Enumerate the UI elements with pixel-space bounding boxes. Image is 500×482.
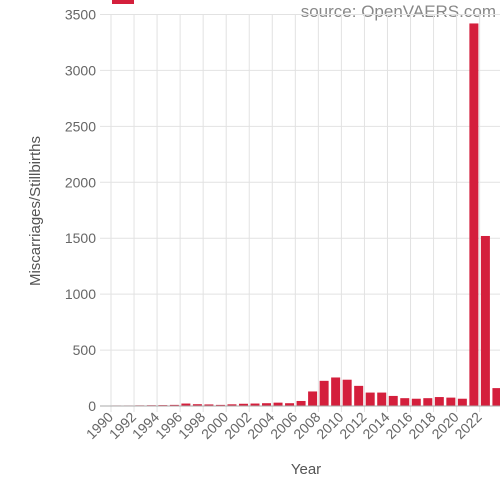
bar-1998: [204, 404, 214, 406]
x-axis-title: Year: [291, 461, 321, 478]
bar-2017: [423, 398, 433, 406]
x-axis-ticks: 1990199219941996199820002002200420062008…: [83, 409, 485, 442]
bar-series: [112, 23, 500, 407]
y-tick-label: 0: [88, 398, 96, 414]
bar-2004: [273, 402, 283, 406]
bar-1999: [215, 404, 225, 406]
bar-2000: [227, 404, 237, 406]
bar-2006: [296, 400, 306, 406]
bar-2001: [238, 403, 248, 406]
bar-2016: [411, 398, 421, 406]
bar-2007: [308, 391, 318, 406]
bar-2019: [446, 397, 456, 406]
source-label: source: OpenVAERS.com: [301, 2, 496, 21]
bar-2015: [400, 398, 410, 406]
bar-2020: [457, 398, 467, 406]
bar-2002: [250, 403, 260, 406]
y-tick-label: 1000: [65, 286, 96, 302]
bar-1997: [192, 404, 202, 406]
y-axis-title: Miscarriages/Stillbirths: [27, 136, 44, 286]
bar-2009: [331, 377, 341, 406]
bar-2023: [492, 388, 500, 406]
y-axis-ticks: 0 500 1000 1500 2000 2500 3000 3500: [65, 7, 96, 415]
bar-2003: [262, 403, 272, 406]
y-tick-label: 500: [73, 342, 97, 358]
bar-2014: [388, 395, 398, 406]
grid-lines: [100, 14, 500, 412]
legend-swatch: [112, 0, 134, 4]
bar-2008: [319, 380, 329, 406]
bar-2021: [469, 23, 479, 406]
x-tick-label: 2022: [451, 409, 484, 442]
y-tick-label: 2500: [65, 118, 96, 134]
bar-2022: [480, 235, 490, 406]
bar-2010: [342, 379, 352, 406]
bar-2013: [377, 392, 387, 406]
bar-2012: [365, 392, 375, 406]
bar-2018: [434, 397, 444, 406]
y-tick-label: 3500: [65, 7, 96, 23]
bar-2011: [354, 385, 364, 406]
y-tick-label: 1500: [65, 230, 96, 246]
bar-1995: [169, 404, 179, 406]
y-tick-label: 3000: [65, 62, 96, 78]
bar-2005: [285, 403, 295, 406]
bar-1996: [181, 403, 191, 406]
y-tick-label: 2000: [65, 174, 96, 190]
